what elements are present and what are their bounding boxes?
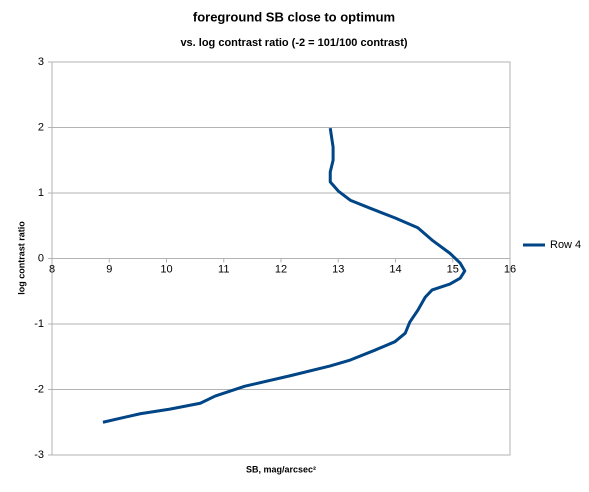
y-tick-label: -3 xyxy=(34,449,44,461)
y-tick-label: 2 xyxy=(38,121,44,133)
y-tick-label: 1 xyxy=(38,187,44,199)
y-tick-label: 3 xyxy=(38,56,44,68)
x-tick-label: 8 xyxy=(49,263,55,275)
x-tick-label: 10 xyxy=(160,263,172,275)
x-tick-label: 11 xyxy=(218,263,229,275)
y-tick-label: -1 xyxy=(34,318,44,330)
x-tick-label: 15 xyxy=(447,263,459,275)
x-tick-label: 12 xyxy=(275,263,287,275)
data-line xyxy=(102,127,467,424)
x-tick-label: 14 xyxy=(389,263,401,275)
y-axis-label: log contrast ratio xyxy=(16,221,26,295)
x-tick-label: 16 xyxy=(504,263,516,275)
y-tick-label: 0 xyxy=(38,252,44,264)
chart-subtitle: vs. log contrast ratio (-2 = 101/100 con… xyxy=(180,37,407,49)
legend-label: Row 4 xyxy=(550,239,581,251)
x-axis-label: SB, mag/arcsec² xyxy=(246,464,316,474)
y-tick-label: -2 xyxy=(34,383,44,395)
x-tick-label: 9 xyxy=(106,263,112,275)
x-tick-label: 13 xyxy=(332,263,344,275)
chart-title: foreground SB close to optimum xyxy=(193,9,395,24)
